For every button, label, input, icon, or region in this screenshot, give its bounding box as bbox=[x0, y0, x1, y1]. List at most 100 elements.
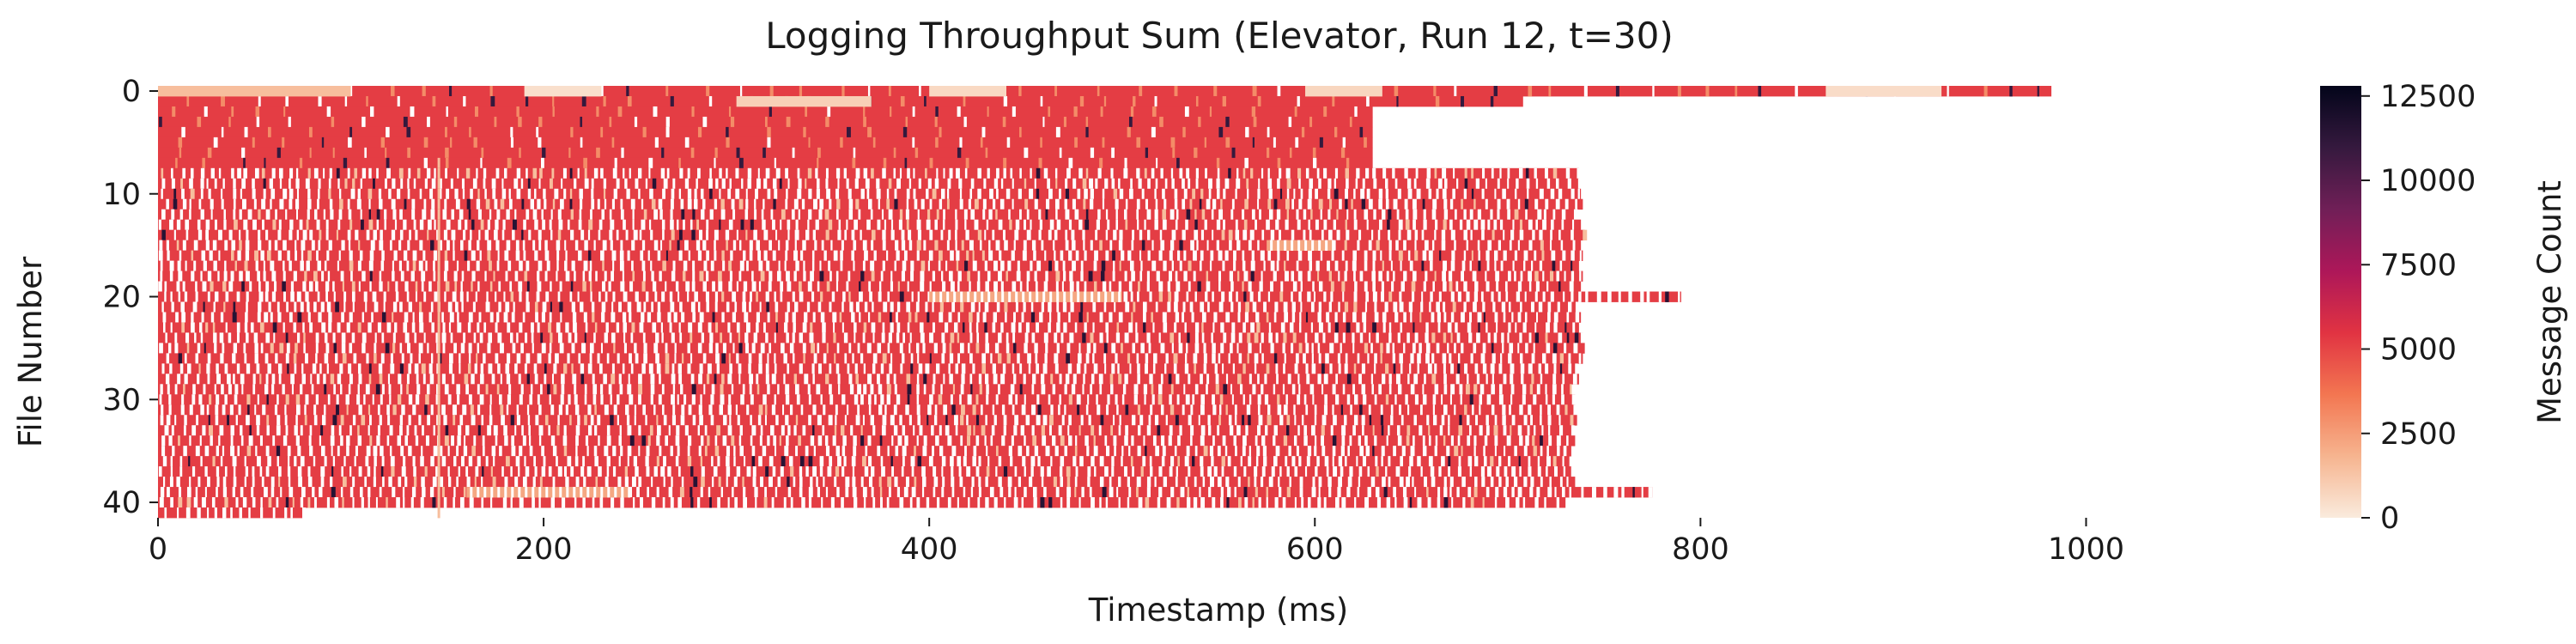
heatmap-cell bbox=[415, 394, 420, 405]
heatmap-cell bbox=[1238, 332, 1242, 343]
heatmap-cell bbox=[304, 415, 307, 426]
heatmap-cell bbox=[890, 353, 893, 364]
heatmap-cell bbox=[1439, 425, 1443, 436]
heatmap-cell bbox=[1310, 322, 1314, 333]
heatmap-cell bbox=[661, 147, 665, 159]
heatmap-cell bbox=[1211, 332, 1213, 343]
heatmap-cell bbox=[1540, 415, 1542, 426]
heatmap-cell bbox=[1019, 384, 1023, 395]
heatmap-cell bbox=[690, 147, 695, 159]
heatmap-cell bbox=[643, 301, 647, 313]
heatmap-cell bbox=[337, 374, 342, 385]
heatmap-cell bbox=[325, 219, 329, 231]
heatmap-cell bbox=[1312, 281, 1315, 292]
heatmap-cell bbox=[677, 446, 680, 457]
heatmap-cell bbox=[1261, 167, 1264, 179]
heatmap-cell bbox=[1094, 466, 1097, 477]
heatmap-cell bbox=[1450, 363, 1455, 374]
heatmap-cell bbox=[1494, 312, 1498, 323]
heatmap-cell bbox=[1095, 178, 1098, 190]
heatmap-cell bbox=[1102, 137, 1105, 149]
heatmap-cell bbox=[570, 126, 574, 138]
heatmap-cell bbox=[1242, 394, 1245, 405]
heatmap-cell bbox=[1338, 363, 1341, 374]
heatmap-cell bbox=[1496, 322, 1498, 333]
heatmap-cell bbox=[1553, 343, 1558, 354]
heatmap-cell bbox=[380, 446, 384, 457]
heatmap-cell bbox=[551, 374, 554, 385]
heatmap-cell bbox=[203, 260, 207, 271]
heatmap-cell bbox=[207, 353, 211, 364]
heatmap-cell bbox=[786, 332, 789, 343]
heatmap-cell bbox=[376, 219, 380, 231]
heatmap-cell bbox=[542, 301, 547, 313]
heatmap-cell bbox=[389, 446, 392, 457]
heatmap-cell bbox=[1034, 270, 1037, 282]
heatmap-cell bbox=[338, 250, 341, 261]
heatmap-cell bbox=[366, 229, 370, 241]
heatmap-cell bbox=[947, 435, 952, 447]
heatmap-cell bbox=[611, 301, 614, 313]
heatmap-cell bbox=[1243, 466, 1247, 477]
heatmap-cell bbox=[715, 178, 719, 190]
heatmap-cell bbox=[1332, 384, 1336, 395]
heatmap-cell bbox=[444, 384, 449, 395]
heatmap-cell bbox=[392, 270, 395, 282]
heatmap-cell bbox=[1144, 167, 1147, 179]
heatmap-cell bbox=[1024, 178, 1027, 190]
heatmap-cell bbox=[326, 106, 331, 118]
heatmap-cell bbox=[1216, 219, 1221, 231]
heatmap-cell bbox=[1225, 374, 1229, 385]
heatmap-cell bbox=[317, 198, 319, 210]
heatmap-cell bbox=[714, 147, 718, 159]
heatmap-cell bbox=[1373, 178, 1377, 190]
heatmap-cell bbox=[336, 229, 338, 241]
heatmap-cell bbox=[1523, 415, 1528, 426]
heatmap-cell bbox=[191, 425, 197, 436]
heatmap-cell bbox=[317, 260, 321, 271]
heatmap-cell bbox=[1221, 229, 1225, 241]
heatmap-cell bbox=[1430, 260, 1433, 271]
heatmap-cell bbox=[905, 116, 908, 128]
heatmap-cell bbox=[1170, 167, 1174, 179]
heatmap-cell bbox=[498, 281, 501, 292]
heatmap-cell bbox=[374, 456, 377, 467]
heatmap-cell bbox=[1171, 229, 1176, 241]
heatmap-cell bbox=[189, 178, 193, 190]
heatmap-cell bbox=[1201, 332, 1205, 343]
heatmap-cell bbox=[509, 332, 513, 343]
heatmap-cell bbox=[1055, 281, 1059, 292]
heatmap-cell bbox=[805, 178, 807, 190]
heatmap-cell bbox=[1200, 425, 1206, 436]
heatmap-cell bbox=[813, 446, 816, 457]
heatmap-cell bbox=[1105, 322, 1109, 333]
heatmap-cell bbox=[817, 301, 822, 313]
heatmap-cell bbox=[1539, 229, 1543, 241]
heatmap-cell bbox=[1758, 86, 1762, 97]
heatmap-cell bbox=[998, 219, 1003, 231]
heatmap-cell bbox=[1359, 332, 1364, 343]
heatmap-cell bbox=[233, 301, 236, 313]
heatmap-cell bbox=[224, 240, 228, 252]
heatmap-cell bbox=[1175, 312, 1180, 323]
heatmap-cell bbox=[1480, 291, 1484, 302]
heatmap-cell bbox=[967, 270, 970, 282]
heatmap-cell bbox=[587, 425, 592, 436]
heatmap-cell bbox=[785, 250, 788, 261]
heatmap-cell bbox=[935, 106, 939, 118]
heatmap-cell bbox=[744, 209, 749, 221]
heatmap-cell bbox=[410, 106, 415, 118]
heatmap-cell bbox=[524, 270, 528, 282]
heatmap-cell bbox=[618, 456, 621, 467]
heatmap-cell bbox=[1252, 384, 1256, 395]
heatmap-cell bbox=[1520, 363, 1525, 374]
heatmap-cell bbox=[228, 281, 234, 292]
heatmap-cell bbox=[450, 332, 453, 343]
heatmap-cell bbox=[855, 415, 860, 426]
heatmap-cell bbox=[581, 343, 586, 354]
heatmap-cell bbox=[233, 477, 237, 488]
heatmap-cell bbox=[1406, 435, 1410, 447]
heatmap-cell bbox=[887, 291, 890, 302]
heatmap-cell bbox=[184, 291, 188, 302]
heatmap-cell bbox=[511, 435, 514, 447]
